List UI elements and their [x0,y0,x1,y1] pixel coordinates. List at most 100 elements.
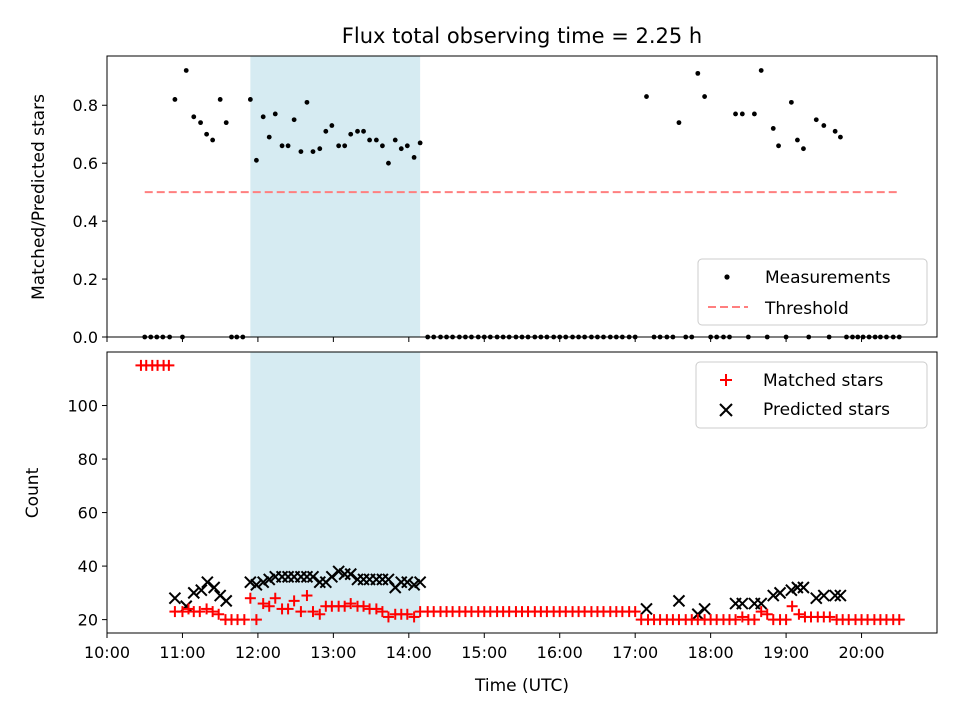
measurement-point [795,137,800,143]
measurement-point [739,111,745,117]
measurement-point [279,143,285,149]
measurement-point [838,134,843,140]
chart-title: Flux total observing time = 2.25 h [342,24,702,48]
top-highlight-rect [250,56,421,337]
matched-point [201,603,213,615]
bottom-x-tick-label: 16:00 [537,643,583,662]
matched-point [382,611,394,623]
bottom-x-tick-label: 10:00 [84,643,130,662]
measurement-point [380,143,385,149]
measurement-point [702,94,707,99]
measurement-point [291,117,297,123]
matched-point [401,608,413,620]
measurement-point [323,128,329,134]
predicted-point [401,575,414,589]
top-frame [106,55,938,338]
predicted-point-stroke [773,586,787,600]
legend-predicted-label: Predicted stars [763,400,890,420]
measurement-point [317,146,323,152]
matched-point [301,590,313,602]
bottom-x-tick-label: 13:00 [310,643,356,662]
bottom-axes: 20 40 60 80 100 10:00 11:00 12:00 13:00 14:00 15:0… [67,351,938,662]
measurement-point [204,131,210,137]
measurement-point [398,146,404,152]
predicted-point-stroke [834,589,847,602]
predicted-point [201,575,214,589]
bottom-x-tick-label: 14:00 [386,643,432,662]
bottom-x-tick-label: 12:00 [235,643,281,662]
predicted-point [640,602,653,616]
measurement-point [404,143,410,149]
measurement-point [217,97,223,102]
top-axes: 0.0 0.2 0.4 0.6 0.8 [73,55,938,347]
measurement-point [695,70,701,76]
legend-matched-label: Matched stars [763,371,883,391]
measurement-point [285,143,291,149]
predicted-point [810,592,823,605]
measurement-point [310,149,316,154]
predicted-point-stroke [736,597,749,610]
predicted-point-stroke [168,592,182,605]
measurement-point [411,154,417,160]
predicted-point-stroke [698,602,711,616]
measurement-point [254,157,259,163]
measurement-point [788,99,794,105]
predicted-point [828,589,842,602]
measurement-point [644,94,649,99]
matched-point [748,614,760,626]
predicted-point [413,575,427,589]
top-y-tick-label: 0.0 [73,328,98,347]
predicted-point-stroke [207,581,221,594]
matched-point [408,611,420,623]
matched-point [893,614,905,626]
bottom-x-tick-label: 19:00 [763,643,809,662]
predicted-point [817,589,831,602]
measurement-point [386,160,391,166]
matched-point [257,598,269,610]
matched-point [307,606,319,618]
bottom-x-tick-label: 11:00 [159,643,205,662]
predicted-point [767,589,780,602]
matched-point [238,614,250,626]
measurement-point [821,123,827,128]
predicted-point-stroke [306,570,320,584]
matched-point [295,606,307,618]
predicted-point-stroke [332,565,345,578]
top-y-tick-label: 0.4 [73,212,98,231]
predicted-point [187,586,200,600]
predicted-point-stroke [413,575,427,589]
matched-point [824,611,836,623]
matched-point [786,600,798,612]
measurement-point [266,134,272,140]
predicted-point-stroke [828,589,842,602]
bottom-highlight-rect [250,352,421,633]
predicted-point-stroke [640,602,653,616]
matched-point [263,600,275,612]
matched-point [736,611,748,623]
predicted-point-stroke [325,570,339,584]
top-legend-box [697,258,928,326]
bottom-legend-box [695,361,928,429]
predicted-point [834,589,847,602]
top-y-axis-label: Matched/Predicted stars [29,94,49,300]
measurement-point [758,68,764,73]
top-panel: 0.00.20.40.60.8 Matched/Predicted stars … [29,55,938,347]
bottom-x-axis-label: Time (UTC) [474,676,569,696]
matched-point [269,592,281,604]
matched-point [370,603,382,615]
matched-point [730,614,742,626]
matched-point [629,606,641,618]
measurement-point [191,114,197,120]
measurement-point [367,137,372,143]
measurement-point [733,111,738,117]
measurement-point [832,128,838,134]
matched-point [213,608,225,620]
top-y-tick-label: 0.6 [73,154,98,173]
predicted-point [325,570,339,584]
measurement-point [801,146,806,152]
measurement-point [336,143,342,149]
measurement-point [260,114,266,120]
matched-point [194,606,206,618]
matched-point [282,603,294,615]
